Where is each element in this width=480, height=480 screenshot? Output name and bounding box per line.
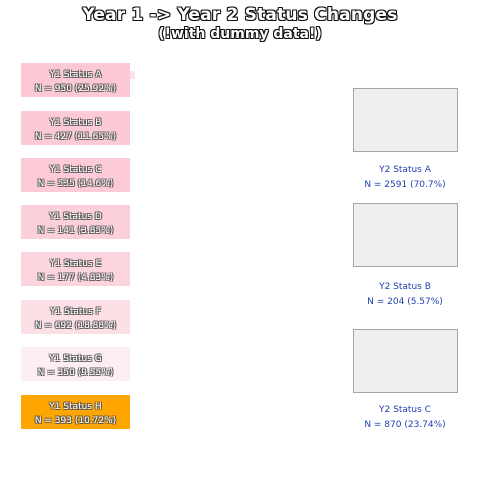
y1-node-label: Y1 Status C	[49, 165, 102, 175]
y2-node-count: N = 204 (5.57%)	[367, 297, 443, 307]
y2-node-a-box[interactable]	[353, 88, 458, 152]
y1-node-label: Y1 Status B	[49, 118, 102, 128]
y2-node-c-caption: Y2 Status C N = 870 (23.74%)	[340, 403, 470, 433]
diagram-subtitle: (!with dummy data!)	[158, 26, 322, 42]
y1-node-count: N = 177 (4.83%)	[37, 273, 114, 283]
y1-node-count: N = 692 (18.88%)	[34, 321, 117, 331]
y1-node-h[interactable]: Y1 Status H N = 393 (10.72%)	[21, 395, 130, 429]
y1-node-label: Y1 Status D	[49, 212, 102, 222]
y2-node-b-caption: Y2 Status B N = 204 (5.57%)	[340, 280, 470, 310]
y2-node-b-box[interactable]	[353, 203, 458, 267]
link-stub	[130, 71, 135, 79]
y1-node-count: N = 350 (9.55%)	[37, 368, 114, 378]
y1-node-d[interactable]: Y1 Status D N = 141 (3.85%)	[21, 205, 130, 239]
y1-node-count: N = 950 (25.92%)	[34, 84, 117, 94]
y2-node-a-caption: Y2 Status A N = 2591 (70.7%)	[340, 163, 470, 193]
y1-node-g[interactable]: Y1 Status G N = 350 (9.55%)	[21, 347, 130, 381]
y2-node-label: Y2 Status B	[379, 282, 431, 292]
y1-node-label: Y1 Status F	[50, 307, 101, 317]
y1-node-count: N = 427 (11.65%)	[34, 132, 117, 142]
y1-node-f[interactable]: Y1 Status F N = 692 (18.88%)	[21, 300, 130, 334]
y1-node-count: N = 535 (14.6%)	[37, 179, 114, 189]
y2-node-label: Y2 Status C	[379, 405, 431, 415]
y1-node-label: Y1 Status A	[49, 70, 102, 80]
y1-node-count: N = 141 (3.85%)	[37, 226, 114, 236]
y1-node-e[interactable]: Y1 Status E N = 177 (4.83%)	[21, 252, 130, 286]
y1-node-b[interactable]: Y1 Status B N = 427 (11.65%)	[21, 111, 130, 145]
y2-node-count: N = 2591 (70.7%)	[364, 180, 446, 190]
y1-node-label: Y1 Status E	[49, 259, 102, 269]
diagram-title: Year 1 -> Year 2 Status Changes	[82, 5, 398, 25]
y2-node-c-box[interactable]	[353, 329, 458, 393]
y2-node-count: N = 870 (23.74%)	[364, 420, 446, 430]
y1-node-count: N = 393 (10.72%)	[34, 416, 117, 426]
y1-node-label: Y1 Status H	[49, 402, 102, 412]
y1-node-a[interactable]: Y1 Status A N = 950 (25.92%)	[21, 63, 130, 97]
y2-node-label: Y2 Status A	[379, 165, 431, 175]
y1-node-c[interactable]: Y1 Status C N = 535 (14.6%)	[21, 158, 130, 192]
y1-node-label: Y1 Status G	[49, 354, 102, 364]
